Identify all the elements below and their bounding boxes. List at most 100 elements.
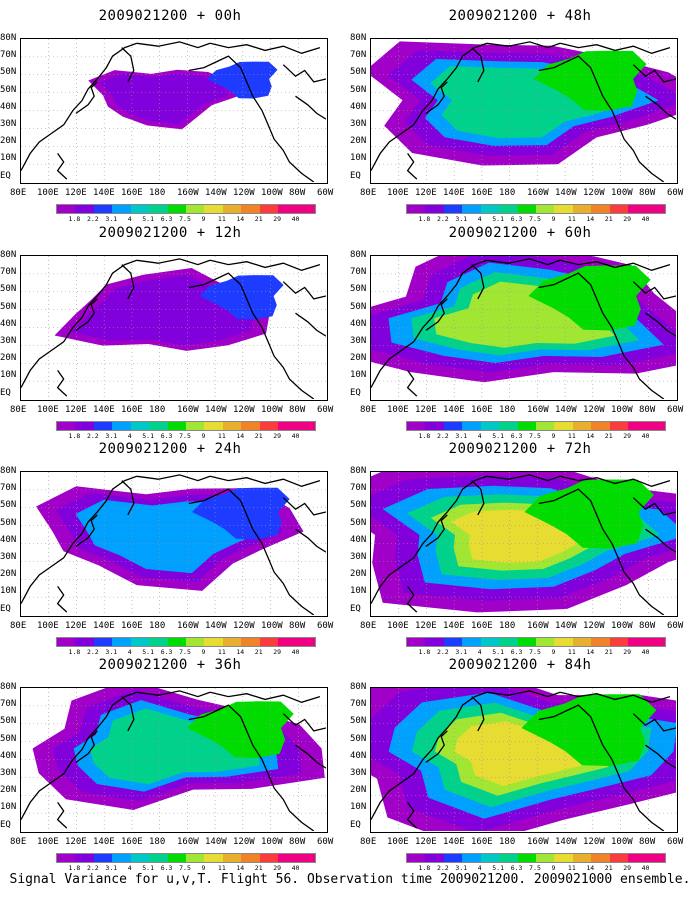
latitude-label: 50N: [350, 67, 367, 78]
colorbar-swatch: [609, 422, 629, 430]
latitude-label: 20N: [350, 136, 367, 147]
latitude-label: 20N: [0, 569, 17, 580]
longitude-label: 80E: [10, 188, 27, 198]
longitude-label: 140W: [205, 621, 227, 631]
colorbar: [406, 421, 666, 431]
colorbar-tick-label: 9: [201, 864, 206, 872]
latitude-label: 30N: [350, 336, 367, 346]
coastline: [188, 704, 315, 831]
colorbar-tick-label: 6.3: [160, 432, 173, 440]
latitude-label: 10N: [350, 370, 367, 381]
longitude-label: 180: [149, 621, 166, 631]
colorbar-tick-label: 1.8: [68, 648, 81, 656]
colorbar-swatch: [407, 854, 426, 862]
colorbar-tick-label: 9: [201, 432, 206, 440]
colorbar-swatch: [222, 422, 242, 430]
latitude-label: 80N: [350, 682, 367, 692]
colorbar-swatch: [628, 854, 647, 862]
latitude-label: 10N: [350, 153, 367, 164]
colorbar-tick-label: 5.1: [142, 215, 155, 223]
colorbar-tick-label: 4: [127, 648, 132, 656]
longitude-label: 180: [499, 188, 516, 198]
longitude-label: 160E: [471, 188, 493, 198]
longitude-label: 140W: [205, 188, 227, 198]
longitude-label: 120W: [583, 621, 605, 631]
latitude-label: 80N: [350, 250, 367, 260]
colorbar-tick-label: 40: [291, 432, 300, 440]
colorbar-swatch: [57, 854, 76, 862]
colorbar-tick-label: 3.1: [105, 648, 118, 656]
longitude-label: 160W: [177, 837, 199, 847]
coastline: [645, 312, 676, 337]
latitude-label: 10N: [0, 586, 17, 597]
coastline: [645, 95, 676, 120]
colorbar-swatch: [75, 854, 94, 862]
colorbar-tick-label: 5.1: [492, 648, 505, 656]
longitude-label: 180: [149, 188, 166, 198]
colorbar-swatch: [93, 205, 113, 213]
longitude-label: 100E: [387, 188, 409, 198]
longitude-label: 60W: [317, 405, 334, 415]
variance-contour-fill: [207, 61, 278, 99]
longitude-label: 140E: [443, 837, 465, 847]
coastline: [136, 474, 211, 482]
coastline: [425, 514, 448, 547]
longitude-label: 80W: [289, 405, 306, 415]
colorbar-tick-label: 14: [236, 864, 245, 872]
latitude-label: 40N: [0, 534, 17, 545]
colorbar-swatch: [241, 205, 260, 213]
colorbar-swatch: [425, 854, 444, 862]
colorbar-tick-label: 7.5: [529, 215, 541, 223]
colorbar-tick-label: 3.1: [105, 215, 118, 223]
latitude-label: 50N: [350, 500, 367, 511]
latitude-label: 30N: [350, 552, 367, 562]
latitude-label: 50N: [0, 84, 17, 95]
colorbar-tick-label: 1.8: [418, 864, 431, 872]
colorbar-tick-label: 29: [623, 432, 632, 440]
colorbar-swatch: [462, 422, 481, 430]
colorbar-swatch: [57, 205, 76, 213]
longitude-label: 100W: [611, 837, 633, 847]
longitude-label: 160E: [471, 621, 493, 631]
colorbar-tick-label: 21: [604, 432, 613, 440]
latitude-label: 50N: [350, 301, 367, 312]
colorbar-tick-label: 29: [623, 648, 632, 656]
longitude-label: 140E: [443, 621, 465, 631]
colorbar-swatch: [462, 205, 481, 213]
colorbar-tick-label: 40: [641, 864, 650, 872]
colorbar-tick-label: 29: [623, 215, 632, 223]
longitude-label: 140E: [443, 188, 465, 198]
longitude-label: 120W: [233, 621, 255, 631]
coastline: [121, 696, 135, 732]
latitude-label: 40N: [0, 750, 17, 761]
colorbar-swatch: [554, 422, 573, 430]
longitude-label: 120E: [415, 837, 437, 847]
longitude-label: 160W: [527, 405, 549, 415]
latitude-label: 40N: [350, 101, 367, 112]
coastline: [136, 41, 211, 49]
colorbar-swatch: [535, 422, 555, 430]
latitude-label: 50N: [350, 284, 367, 295]
coastline: [559, 42, 671, 54]
colorbar-tick-label: 11: [217, 432, 226, 440]
colorbar-tick-label: 3.1: [455, 215, 468, 223]
variance-contour-fill: [192, 487, 290, 540]
longitude-label: 120E: [65, 405, 87, 415]
colorbar: [406, 204, 666, 214]
colorbar-swatch: [499, 638, 518, 646]
colorbar-swatch: [609, 205, 629, 213]
colorbar-swatch: [407, 205, 426, 213]
coastline: [282, 497, 326, 516]
coastline: [75, 81, 98, 114]
longitude-label: 100W: [611, 405, 633, 415]
coastline: [56, 153, 68, 180]
longitude-label: 60W: [667, 405, 684, 415]
longitude-label: 180: [149, 405, 166, 415]
coastline: [188, 55, 315, 182]
colorbar: [56, 204, 316, 214]
panel-title: 2009021200 + 12h: [98, 225, 242, 241]
colorbar-swatch: [554, 205, 573, 213]
colorbar-tick-label: 29: [273, 215, 282, 223]
coastline: [295, 95, 326, 120]
latitude-label: 50N: [350, 716, 367, 727]
